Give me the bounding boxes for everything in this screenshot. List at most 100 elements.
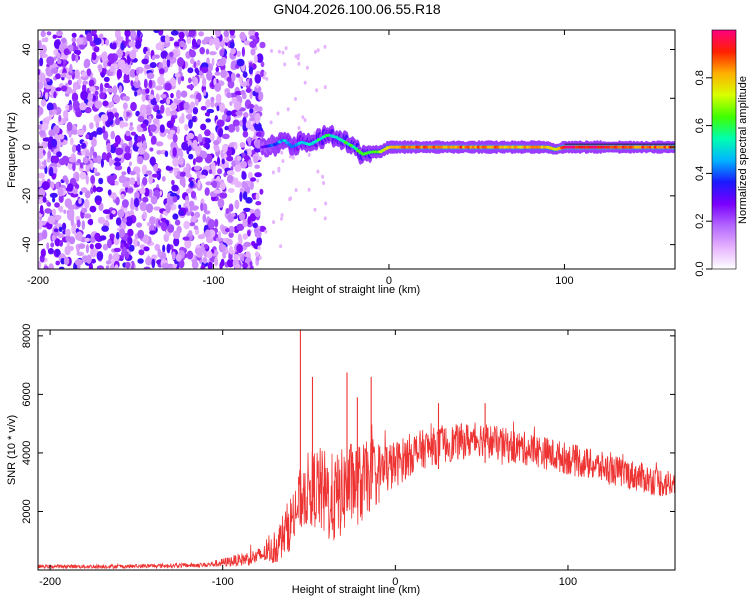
noise-blob [203,89,207,96]
noise-blob [214,30,222,37]
noise-blob [323,216,327,221]
noise-blob [202,203,208,213]
noise-blob [234,199,240,210]
noise-blob [144,187,150,197]
noise-blob [185,163,190,170]
noise-blob [229,41,235,49]
noise-blob [142,196,149,203]
noise-blob [237,233,242,243]
noise-blob [188,230,193,237]
noise-blob [134,197,140,208]
ridge-core [287,143,292,147]
noise-blob [81,142,87,149]
noise-blob [219,49,225,57]
noise-blob [117,36,122,42]
noise-blob [240,81,248,87]
spectrogram-y-tick-label: 20 [21,92,33,104]
noise-blob [301,115,305,120]
snr-series-line [38,421,675,570]
noise-blob [124,145,131,154]
noise-blob [43,265,49,269]
noise-blob [249,261,253,267]
noise-blob [281,50,285,55]
noise-blob [206,70,213,81]
noise-blob [179,171,186,177]
noise-blob [313,207,317,212]
noise-blob [149,147,154,152]
noise-blob [93,37,102,45]
noise-blob [160,35,167,43]
noise-blob [92,151,98,158]
noise-blob [155,114,163,120]
noise-blob [271,170,275,175]
noise-blob [205,48,210,55]
noise-blob [254,172,262,178]
noise-blob [230,72,236,82]
noise-blob [256,53,264,63]
noise-blob [109,101,115,108]
noise-blob [172,147,177,158]
noise-blob [289,154,293,159]
noise-blob [199,74,205,79]
noise-blob [79,102,87,111]
noise-blob [55,87,62,92]
noise-blob [141,164,148,175]
noise-blob [38,180,42,188]
noise-blob [192,158,196,166]
noise-blob [84,237,91,242]
ridge-core [356,149,361,153]
noise-blob [42,196,47,203]
noise-blob [132,32,137,39]
noise-blob [58,114,62,122]
colorbar: 0.0 0.2 0.4 0.6 0.8 Normalized spectral ampl… [694,29,749,277]
noise-blob [76,129,85,136]
noise-blob [188,30,196,37]
noise-blob [137,229,145,239]
noise-blob [316,169,320,174]
noise-blob [216,119,225,128]
noise-blob [158,30,164,36]
noise-blob [128,244,135,252]
noise-blob [249,77,253,87]
noise-blob [179,40,186,48]
noise-blob [189,94,196,99]
noise-blob [187,67,194,74]
snr-x-tick-label: -100 [212,576,234,588]
noise-blob [54,202,60,208]
noise-blob [46,31,52,36]
noise-blob [83,198,90,209]
noise-blob [234,141,238,151]
noise-blob [162,58,167,68]
noise-blob [53,228,59,233]
noise-blob [142,140,147,151]
noise-blob [90,187,94,195]
noise-blob [201,66,209,74]
noise-blob [226,258,235,268]
noise-blob [116,68,123,79]
noise-blob [197,133,203,143]
noise-blob [204,112,210,117]
noise-blob [225,228,230,233]
noise-blob [88,262,93,269]
noise-blob [186,250,194,260]
noise-blob [178,209,185,216]
noise-blob [41,229,48,240]
noise-blob [173,41,180,47]
noise-blob [258,225,267,232]
noise-blob [128,40,136,48]
noise-blob [143,78,148,89]
noise-blob [170,30,179,36]
noise-blob [38,199,43,205]
noise-blob [77,263,81,269]
noise-blob [159,99,166,104]
noise-blob [114,264,119,269]
noise-blob [194,98,199,107]
noise-blob [232,119,240,127]
noise-blob [74,258,83,266]
noise-blob [133,237,139,248]
noise-blob [124,30,131,38]
noise-blob [145,50,151,56]
noise-blob [38,220,43,230]
noise-blob [230,109,239,117]
noise-blob [98,177,104,185]
